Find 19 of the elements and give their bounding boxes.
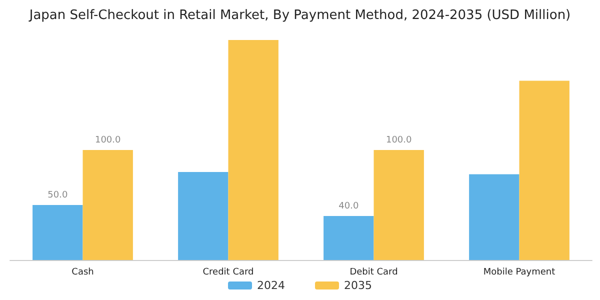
bar bbox=[519, 80, 570, 260]
bar bbox=[178, 172, 228, 260]
x-tick-label: Mobile Payment bbox=[483, 268, 556, 278]
data-label: 50.0 bbox=[48, 190, 68, 200]
chart-title: Japan Self-Checkout in Retail Market, By Payment Method, 2024-2035 (USD Million) bbox=[28, 8, 571, 23]
bar bbox=[82, 150, 133, 260]
x-tick-label: Cash bbox=[72, 268, 94, 278]
bar bbox=[228, 40, 278, 260]
bar bbox=[374, 150, 424, 260]
data-label: 100.0 bbox=[94, 136, 122, 146]
x-tick-label: Credit Card bbox=[202, 268, 254, 278]
x-tick-label: Debit Card bbox=[350, 268, 398, 278]
data-label: 40.0 bbox=[338, 202, 359, 212]
data-label: 100.0 bbox=[386, 136, 412, 146]
bar bbox=[469, 174, 520, 260]
legend-label: 2035 bbox=[344, 279, 372, 292]
legend-label: 2024 bbox=[257, 279, 286, 292]
bar bbox=[32, 205, 83, 260]
bar bbox=[324, 216, 374, 260]
